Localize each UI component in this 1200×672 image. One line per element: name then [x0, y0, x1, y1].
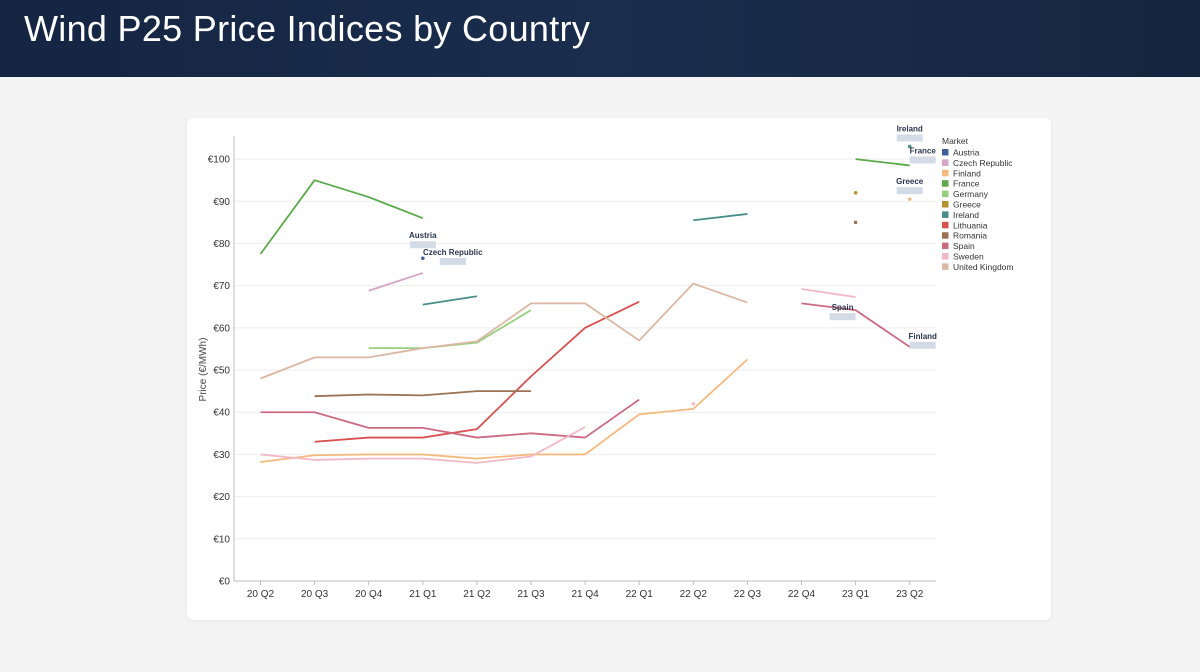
y-tick-label: €60: [213, 323, 230, 334]
series-line-germany: [368, 309, 532, 350]
legend-item-label: Romania: [953, 231, 987, 241]
legend-item-label: Austria: [953, 148, 980, 158]
legend-swatch: [942, 180, 949, 187]
x-tick-label: 21 Q2: [463, 589, 491, 600]
x-tick-label: 20 Q2: [247, 589, 275, 600]
legend-swatch: [942, 211, 949, 218]
legend-swatch: [942, 242, 949, 250]
y-tick-label: €90: [213, 197, 230, 208]
series-line-czech-republic: [368, 272, 424, 292]
legend-item-label: Spain: [953, 241, 975, 251]
y-tick-label: €0: [219, 577, 231, 588]
y-tick-label: €100: [208, 155, 231, 166]
series-line-finland: [260, 358, 749, 463]
annotation-badge: [909, 156, 936, 164]
legend-swatch: [942, 221, 949, 229]
annotation-label: Finland: [908, 332, 937, 341]
legend-item-label: France: [953, 179, 980, 189]
legend-swatch: [942, 169, 949, 177]
annotation-label: Greece: [896, 177, 924, 186]
series-point-finland: [907, 197, 912, 201]
y-tick-label: €10: [213, 534, 230, 545]
annotation-badge: [896, 134, 923, 142]
y-tick-label: €50: [213, 366, 230, 377]
y-tick-label: €80: [213, 239, 230, 250]
y-tick-label: €40: [213, 408, 230, 419]
annotation-label: Ireland: [897, 124, 923, 133]
legend-swatch: [942, 253, 949, 260]
legend-swatch: [942, 149, 949, 156]
series-line-spain: [801, 302, 911, 348]
x-tick-label: 20 Q3: [301, 589, 329, 600]
x-tick-label: 23 Q1: [842, 589, 870, 600]
legend-title: Market: [942, 136, 969, 146]
page-title: Wind P25 Price Indices by Country: [24, 8, 591, 49]
series-line-spain: [260, 398, 640, 439]
x-tick-label: 22 Q1: [626, 589, 654, 600]
annotation-label: Spain: [832, 303, 854, 312]
legend-swatch: [942, 190, 949, 198]
legend-item-label: Greece: [953, 200, 981, 210]
series-line-france: [855, 158, 910, 167]
header-banner: Wind P25 Price Indices by Country: [0, 0, 1200, 77]
annotation-label: France: [910, 146, 937, 155]
series-line-sweden: [801, 288, 856, 298]
x-tick-label: 23 Q2: [896, 589, 924, 600]
series-line-united-kingdom: [260, 282, 748, 380]
y-tick-label: €70: [213, 281, 230, 292]
legend-item-label: United Kingdom: [953, 262, 1013, 272]
chart-card: €0 €10 €20 €30 €40 €50 €60 €70 €80 €90 €100 20 Q2 20…: [187, 118, 1051, 620]
x-tick-label: 20 Q4: [355, 589, 383, 600]
annotation-badge: [909, 341, 936, 349]
x-tick-label: 21 Q4: [571, 589, 599, 600]
legend-item-label: Lithuania: [953, 220, 988, 230]
legend-item-label: Sweden: [953, 252, 984, 262]
series-line-france: [259, 179, 424, 255]
line-chart: €0 €10 €20 €30 €40 €50 €60 €70 €80 €90 €100 20 Q2 20…: [198, 124, 1013, 600]
series-point-ireland: [907, 144, 912, 149]
legend-item-label: Finland: [953, 168, 981, 178]
x-tick-label: 22 Q2: [680, 589, 708, 600]
series-point-greece: [853, 191, 858, 195]
annotation-label: Czech Republic: [423, 248, 483, 257]
series-point-sweden: [691, 402, 696, 406]
annotation-badge: [439, 258, 466, 266]
legend-item-label: Ireland: [953, 210, 979, 220]
legend-item-label: Czech Republic: [953, 158, 1013, 168]
legend-swatch: [942, 232, 949, 239]
annotation-badge: [409, 241, 436, 249]
series-line-sweden: [260, 426, 586, 464]
x-tick-label: 22 Q3: [734, 589, 762, 600]
annotation-badge: [896, 187, 923, 195]
series-line-ireland: [422, 295, 478, 306]
y-axis-title: Price (€/MWh): [198, 338, 209, 402]
legend-swatch: [942, 263, 949, 270]
y-tick-label: €30: [213, 450, 230, 461]
x-tick-label: 21 Q1: [409, 589, 437, 600]
series-line-lithuania: [314, 300, 640, 443]
legend-item-label: Germany: [953, 189, 989, 199]
legend-swatch: [942, 201, 949, 208]
x-tick-label: 21 Q3: [517, 589, 545, 600]
annotation-label: Austria: [409, 231, 437, 240]
x-tick-label: 22 Q4: [788, 589, 816, 600]
series-line-ireland: [693, 213, 748, 222]
series-line-romania: [314, 390, 531, 398]
series-point-romania: [853, 220, 858, 225]
legend-swatch: [942, 159, 949, 166]
y-tick-label: €20: [213, 492, 230, 503]
annotation-badge: [829, 313, 856, 321]
series-point-austria: [421, 256, 425, 261]
